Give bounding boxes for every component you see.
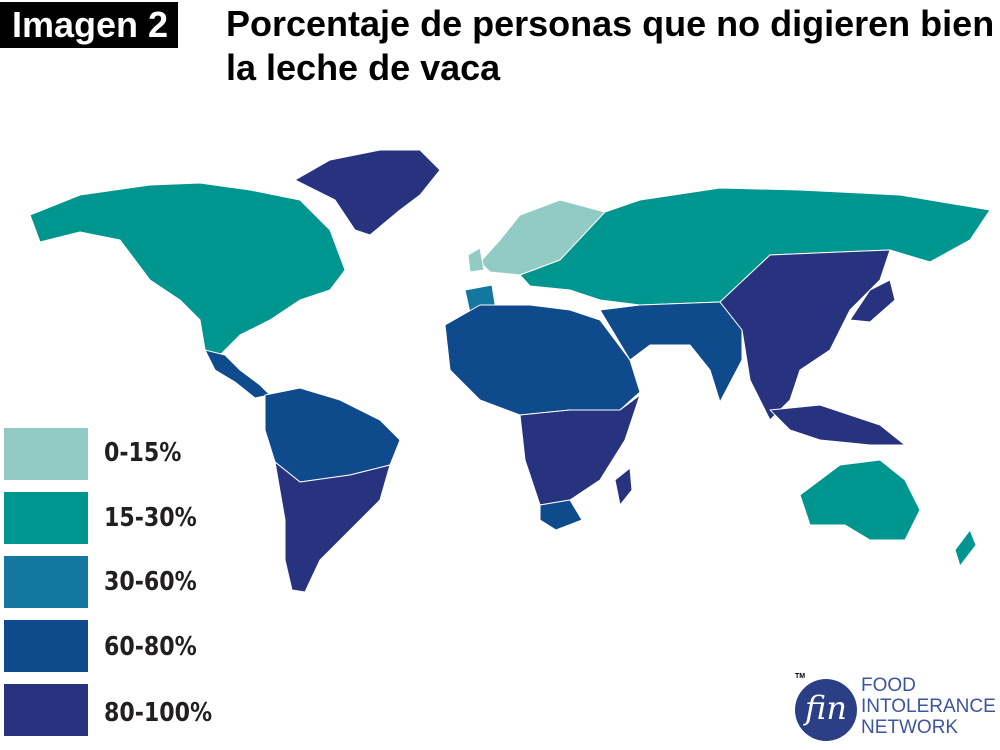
food-intolerance-network-logo: TM fin FOOD INTOLERANCE NETWORK (795, 673, 996, 743)
logo-line-2: INTOLERANCE (861, 696, 996, 717)
region-japan (849, 279, 896, 323)
logo-trademark: TM (795, 673, 806, 680)
legend-label-60-80: 60-80% (104, 632, 197, 662)
logo-line-3: NETWORK (861, 717, 959, 738)
region-middle-east-south-asia (599, 301, 743, 403)
region-greenland (294, 149, 441, 236)
region-north-africa (444, 304, 641, 416)
region-southeast-asia-islands (769, 404, 906, 446)
logo-text: FOOD INTOLERANCE NETWORK (861, 675, 996, 738)
legend-swatch-30-60 (4, 556, 88, 608)
region-sub-saharan-africa (519, 394, 641, 506)
legend-label-30-60: 30-60% (104, 567, 197, 597)
legend-swatch-60-80 (4, 620, 88, 672)
region-british-isles (467, 247, 485, 273)
region-southern-africa (539, 499, 583, 531)
region-australia (799, 459, 921, 541)
legend-label-15-30: 15-30% (104, 503, 197, 533)
legend-swatch-15-30 (4, 492, 88, 544)
region-south-america-south (274, 461, 391, 593)
region-north-america (29, 182, 346, 356)
region-east-asia (719, 249, 891, 421)
legend-label-80-100: 80-100% (104, 698, 213, 728)
legend-swatch-0-15 (4, 428, 88, 480)
legend-label-0-15: 0-15% (104, 438, 182, 468)
region-madagascar (614, 467, 633, 506)
logo-mark: fin (795, 679, 857, 741)
map-title: Porcentaje de personas que no digieren b… (226, 3, 995, 88)
region-russia-central-asia (519, 187, 991, 306)
figure-badge: Imagen 2 (0, 2, 179, 48)
logo-line-1: FOOD (861, 675, 916, 696)
region-central-america (204, 349, 271, 399)
region-new-zealand (954, 529, 977, 567)
legend-swatch-80-100 (4, 684, 88, 736)
